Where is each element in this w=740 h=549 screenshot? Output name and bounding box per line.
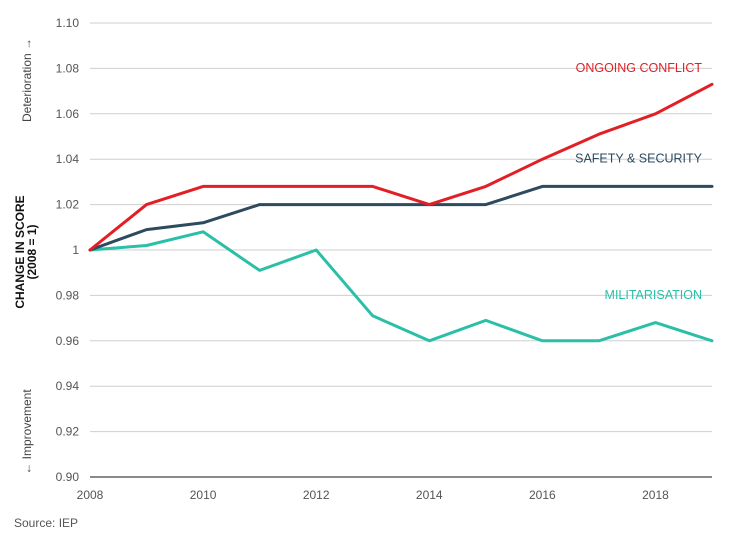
y-tick-label: 0.96 xyxy=(56,334,80,348)
y-axis-label-line2: (2008 = 1) xyxy=(25,224,39,279)
x-tick-label: 2010 xyxy=(190,488,217,502)
series-line-ongoing-conflict xyxy=(88,82,714,252)
x-tick-label: 2012 xyxy=(303,488,330,502)
series-line-safety-security xyxy=(88,184,714,252)
x-tick-label: 2018 xyxy=(642,488,669,502)
series-label: SAFETY & SECURITY xyxy=(575,152,703,166)
y-tick-label: 0.98 xyxy=(56,288,80,302)
improvement-annotation: ← Improvement xyxy=(20,389,34,475)
y-tick-label: 1.04 xyxy=(56,152,80,166)
x-axis-ticks: 2008 2010 2012 2014 2016 2018 xyxy=(77,488,669,502)
y-tick-label: 1.08 xyxy=(56,61,80,75)
series-lines xyxy=(88,82,714,343)
x-tick-label: 2014 xyxy=(416,488,443,502)
source-note: Source: IEP xyxy=(14,516,78,530)
series-labels: ONGOING CONFLICT SAFETY & SECURITY MILITAR… xyxy=(575,61,703,302)
y-tick-label: 1.02 xyxy=(56,198,80,212)
series-label: ONGOING CONFLICT xyxy=(576,61,703,75)
grid xyxy=(90,22,712,478)
series-label: MILITARISATION xyxy=(605,288,702,302)
y-tick-label: 0.92 xyxy=(56,425,80,439)
x-tick-label: 2016 xyxy=(529,488,556,502)
x-tick-label: 2008 xyxy=(77,488,104,502)
y-tick-label: 0.90 xyxy=(56,470,80,484)
y-axis-label-line1: CHANGE IN SCORE xyxy=(13,195,27,308)
y-tick-label: 1.06 xyxy=(56,107,80,121)
y-tick-label: 1 xyxy=(72,243,79,257)
y-tick-label: 0.94 xyxy=(56,379,80,393)
y-tick-label: 1.10 xyxy=(56,16,80,30)
series-line-militarisation xyxy=(88,230,714,343)
y-axis-ticks: 1.10 1.08 1.06 1.04 1.02 1 0.98 0.96 0.94 0.92 0.9… xyxy=(56,16,80,484)
deterioration-annotation: Deterioration → xyxy=(20,38,34,122)
